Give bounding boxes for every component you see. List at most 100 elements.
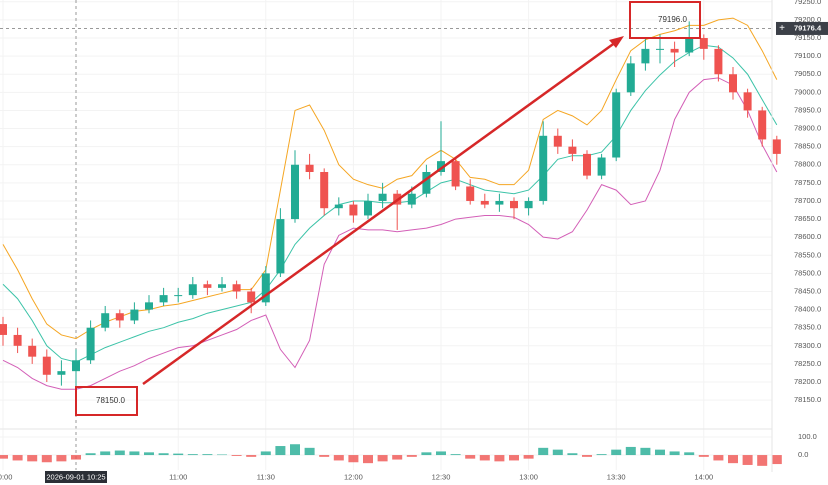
candle-body xyxy=(276,219,285,274)
macd-bar xyxy=(187,454,198,456)
macd-bar xyxy=(0,455,8,459)
y-tick-label: 78950.0 xyxy=(794,105,821,114)
macd-bar xyxy=(319,455,330,457)
macd-bar xyxy=(129,451,140,456)
candle-body xyxy=(539,135,548,201)
macd-bar xyxy=(275,446,286,456)
macd-bar xyxy=(669,451,680,456)
macd-bar xyxy=(173,453,184,456)
macd-bar xyxy=(567,453,578,456)
macd-bar xyxy=(85,453,96,456)
macd-bar xyxy=(771,455,782,465)
y-tick-label: 79050.0 xyxy=(794,69,821,78)
low-label: 78150.0 xyxy=(96,396,125,405)
candle-body xyxy=(480,200,489,205)
macd-bar xyxy=(304,447,315,456)
candle-body xyxy=(130,309,139,321)
band-line xyxy=(2,77,778,390)
y-tick-label: 78150.0 xyxy=(794,395,821,404)
candle-body xyxy=(378,193,387,201)
y-tick-label: 78350.0 xyxy=(794,323,821,332)
macd-bar xyxy=(698,455,709,457)
x-tick-label: 10:00 xyxy=(0,472,12,481)
candle-body xyxy=(656,48,664,50)
crosshair-label-bg xyxy=(45,471,107,483)
y2-tick-label: 0.0 xyxy=(798,450,808,459)
candle-body xyxy=(305,164,314,172)
candle-body xyxy=(349,204,358,216)
candle-body xyxy=(466,186,475,201)
macd-bar xyxy=(625,446,636,456)
y-tick-label: 78400.0 xyxy=(794,305,821,314)
macd-bar xyxy=(713,455,724,461)
macd-bar xyxy=(290,444,300,456)
candle-body xyxy=(699,38,708,49)
y-tick-label: 78450.0 xyxy=(794,286,821,295)
candle-body xyxy=(28,345,37,357)
candle-body xyxy=(334,204,343,209)
y-tick-label: 78500.0 xyxy=(794,268,821,277)
candle-body xyxy=(174,295,183,297)
macd-bar xyxy=(494,455,505,462)
y-tick-label: 79200.0 xyxy=(794,15,821,24)
macd-bar xyxy=(246,455,257,457)
x-tick-label: 2026-09-01 10:25 xyxy=(46,472,105,481)
y-tick-label: 78900.0 xyxy=(794,124,821,133)
y-tick-label: 78700.0 xyxy=(794,196,821,205)
grid xyxy=(0,0,772,470)
candle-body xyxy=(670,48,679,53)
y-tick-label: 78850.0 xyxy=(794,142,821,151)
x-tick-label: 13:00 xyxy=(519,472,538,481)
trend-arrow xyxy=(142,40,617,386)
macd-bar xyxy=(465,455,476,459)
candle-body xyxy=(612,92,621,158)
candle-body xyxy=(641,48,650,64)
macd-bar xyxy=(582,455,592,457)
candle-body xyxy=(291,164,299,220)
macd-bar xyxy=(392,455,403,460)
y-tick-label: 78550.0 xyxy=(794,250,821,259)
macd-bar xyxy=(41,455,52,463)
macd-bar xyxy=(523,455,534,459)
macd-bar xyxy=(509,455,519,461)
candle-body xyxy=(42,356,51,375)
high-label: 79196.0 xyxy=(658,15,687,24)
macd-bar xyxy=(538,447,549,456)
candle-body xyxy=(0,324,7,335)
y-tick-label: 79000.0 xyxy=(794,87,821,96)
macd-bar xyxy=(684,452,695,456)
macd-bar xyxy=(421,452,432,456)
macd-bar xyxy=(100,451,111,456)
candle-body xyxy=(743,92,752,111)
candle-body xyxy=(261,273,270,303)
candle-body xyxy=(568,146,577,154)
candle-body xyxy=(218,284,226,288)
macd-bar xyxy=(596,454,607,456)
candle-body xyxy=(407,193,416,205)
y-tick-label: 79250.0 xyxy=(794,0,821,6)
high-box xyxy=(629,1,701,39)
macd-bar xyxy=(377,455,388,462)
low-box xyxy=(75,386,138,416)
candle-body xyxy=(510,200,518,209)
macd-bar xyxy=(406,455,417,457)
candle-body xyxy=(13,334,22,346)
candle-body xyxy=(758,110,767,140)
y-tick-label: 78800.0 xyxy=(794,160,821,169)
candle-body xyxy=(772,139,781,154)
candle-body xyxy=(145,302,153,310)
macd-bar xyxy=(56,455,67,462)
macd-bar xyxy=(144,452,154,456)
macd-bar xyxy=(757,455,768,466)
candle-body xyxy=(626,63,635,93)
macd-bar xyxy=(479,455,490,461)
macd-bar xyxy=(27,455,38,462)
y2-tick-label: 100.0 xyxy=(798,432,817,441)
candle-body xyxy=(232,284,241,292)
candle-body xyxy=(597,157,606,176)
candle-body xyxy=(247,291,256,303)
candle-body xyxy=(437,161,445,172)
candle-body xyxy=(101,313,110,328)
